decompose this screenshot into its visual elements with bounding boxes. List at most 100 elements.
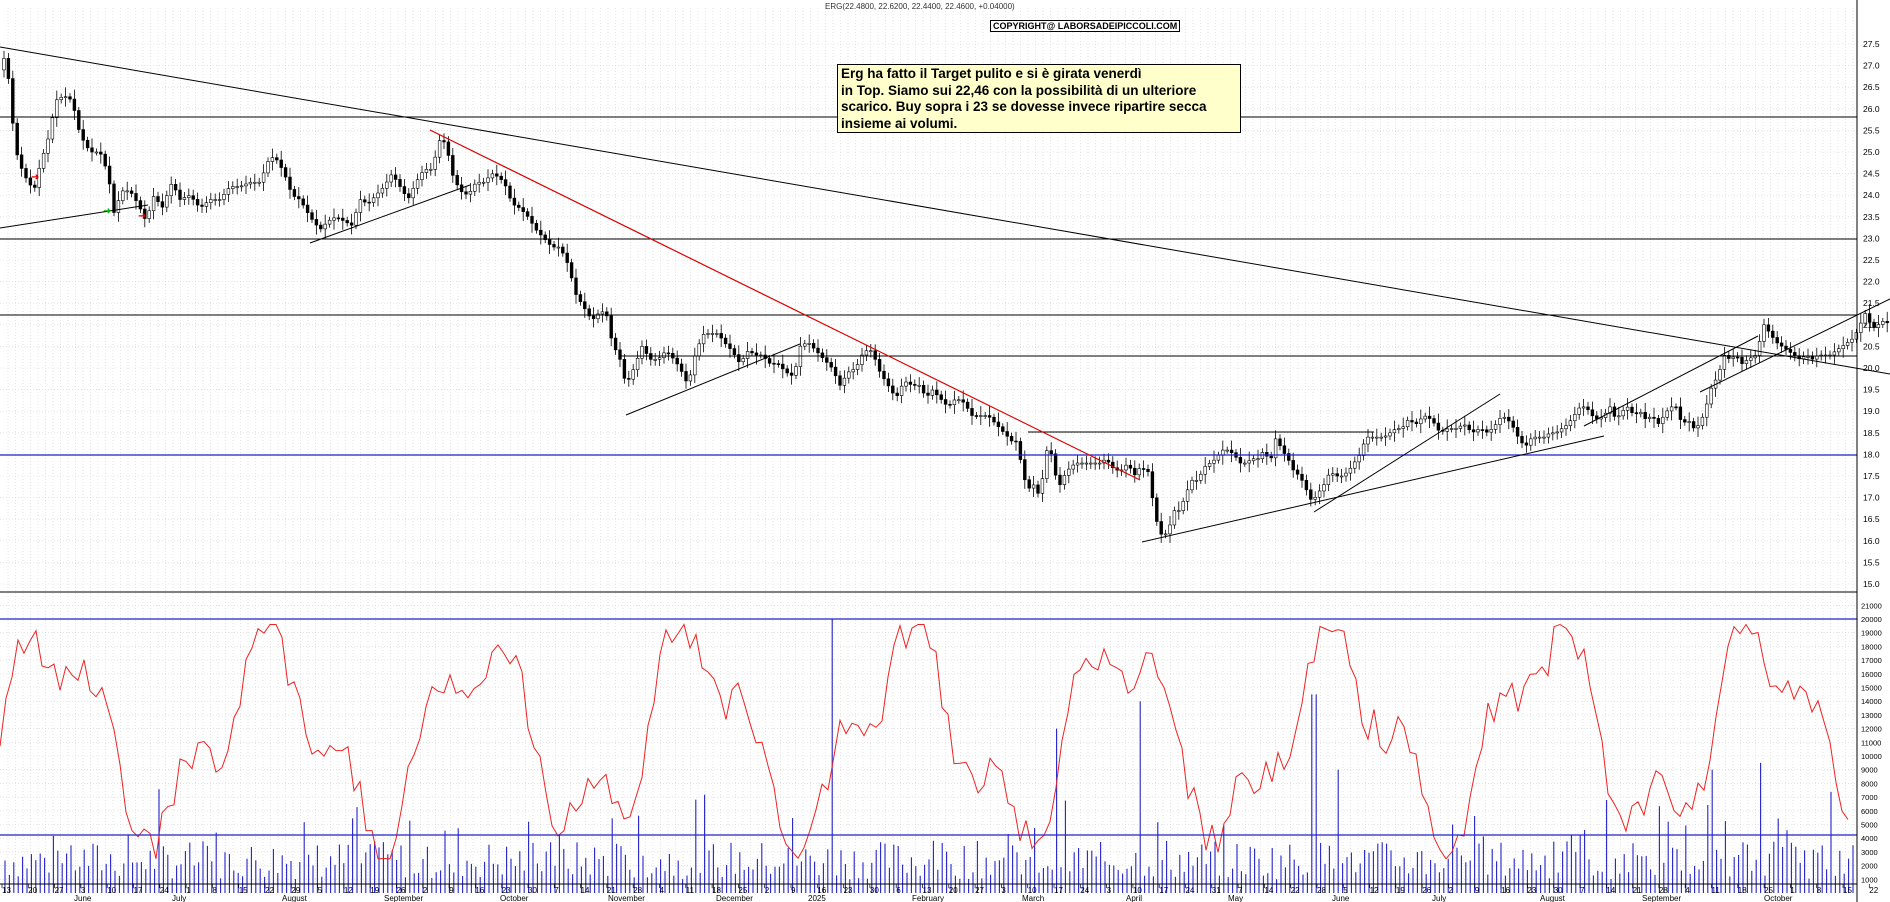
candle-body (587, 308, 591, 317)
volume-tick-label: 15000 (1861, 684, 1882, 693)
candle-body (41, 152, 46, 169)
candle-body (1124, 464, 1128, 471)
september-uptrend-line (1699, 298, 1890, 393)
x-tick-label: 4 (660, 886, 665, 895)
x-month-label: July (1432, 894, 1446, 902)
candle-body (121, 190, 125, 201)
x-tick-label: 14 (1606, 886, 1615, 895)
candle-body (1507, 416, 1511, 422)
candle-body (939, 394, 943, 400)
candle-body (591, 315, 596, 320)
candle-body (349, 222, 354, 226)
candle-body (327, 219, 332, 225)
candle-body (864, 350, 869, 356)
candle-body (1190, 480, 1194, 491)
candle-body (1652, 416, 1656, 419)
candle-body (1467, 424, 1471, 431)
candle-body (1005, 431, 1009, 437)
candle-body (1361, 443, 1366, 456)
candle-body (653, 359, 657, 361)
candle-body (209, 199, 213, 203)
candle-body (270, 157, 275, 162)
x-tick-label: 6 (896, 886, 901, 895)
signal-arrow-green: ➜ (103, 206, 111, 217)
candle-body (50, 117, 55, 140)
candle-body (490, 173, 495, 179)
x-tick-label: 15 (239, 886, 248, 895)
candle-body (754, 352, 759, 356)
candle-body (1863, 313, 1867, 324)
candle-body (1700, 416, 1705, 426)
candle-body (1876, 324, 1881, 328)
x-month-label: July (172, 894, 186, 902)
candle-body (1775, 337, 1779, 344)
volume-tick-label: 10000 (1861, 752, 1882, 761)
price-tick-label: 24.5 (1863, 169, 1880, 179)
x-tick-label: 10 (1133, 886, 1142, 895)
candle-body (63, 96, 68, 99)
candle-body (847, 371, 851, 379)
candle-body (1885, 321, 1889, 324)
candle-body (1515, 427, 1520, 437)
candle-body (319, 224, 323, 230)
candle-body (1784, 345, 1788, 350)
candle-body (81, 129, 85, 141)
candle-body (1027, 479, 1031, 489)
note-line-2: in Top. Siamo sui 22,46 con la possibili… (841, 82, 1197, 98)
candle-body (279, 159, 283, 168)
candle-body (1243, 462, 1247, 465)
candle-body (1449, 428, 1454, 430)
candle-body (1502, 416, 1507, 419)
candle-body (1067, 468, 1071, 476)
price-tick-label: 23.0 (1863, 233, 1880, 243)
candle-body (1229, 449, 1234, 453)
price-tick-label: 27.5 (1863, 39, 1880, 49)
x-tick-label: 16 (475, 886, 484, 895)
price-tick-label: 23.5 (1863, 212, 1880, 222)
candle-body (970, 408, 974, 416)
candle-body (750, 351, 754, 354)
x-tick-label: 20 (28, 886, 37, 895)
candle-body (314, 219, 319, 226)
candle-body (697, 343, 701, 357)
x-month-label: February (912, 894, 944, 902)
volume-tick-label: 6000 (1861, 807, 1878, 816)
candle-body (1203, 466, 1207, 475)
candle-body (873, 350, 877, 360)
price-tick-label: 17.5 (1863, 471, 1880, 481)
x-tick-label: 10 (107, 886, 116, 895)
candle-body (1414, 421, 1419, 425)
x-tick-label: 30 (528, 886, 537, 895)
candle-body (1625, 406, 1630, 411)
candle-body (1045, 450, 1049, 479)
candle-body (1718, 369, 1722, 381)
candle-body (785, 368, 789, 374)
candle-body (891, 385, 895, 394)
candle-body (323, 223, 327, 230)
candle-body (574, 277, 578, 295)
candle-body (930, 389, 935, 396)
candle-body (464, 191, 468, 195)
candle-body (1753, 355, 1757, 359)
candle-body (1247, 460, 1251, 464)
candle-body (723, 337, 728, 345)
x-tick-label: 8 (1817, 886, 1822, 895)
volume-tick-label: 1000 (1861, 875, 1878, 884)
x-tick-label: 22 (1291, 886, 1300, 895)
candle-body (794, 366, 798, 376)
candle-body (473, 183, 477, 192)
candle-body (1727, 355, 1731, 359)
candle-body (789, 372, 794, 376)
price-tick-label: 27.0 (1863, 61, 1880, 71)
candle-body (1225, 449, 1229, 452)
candle-body (477, 181, 481, 185)
candle-body (1401, 426, 1405, 429)
candle-body (1331, 473, 1335, 476)
candle-body (600, 311, 605, 315)
candle-body (1669, 406, 1674, 412)
candle-body (486, 177, 490, 183)
candle-body (1392, 429, 1397, 434)
price-tick-label: 21.5 (1863, 298, 1880, 308)
candle-body (983, 415, 987, 417)
candle-body (402, 186, 407, 194)
